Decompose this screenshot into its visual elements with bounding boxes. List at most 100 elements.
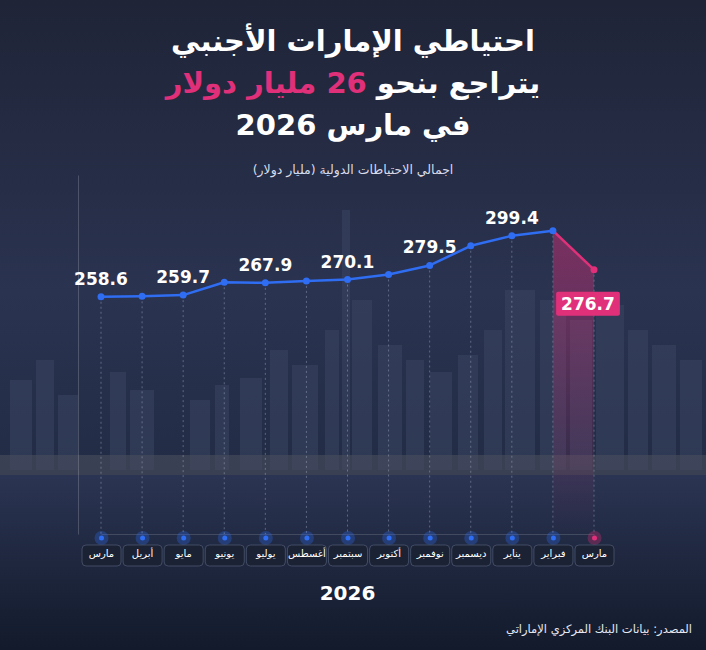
x-tick: أكتوبر [370,531,409,566]
building [342,210,350,470]
tick-dot [99,536,104,541]
highlight-area [553,231,594,534]
building [458,355,478,470]
data-label: 258.6 [74,269,128,289]
drop-line [224,282,225,534]
tick-pill [534,545,573,566]
x-tick: أغسطس [287,531,326,566]
building [596,305,624,470]
tick-dot [263,536,268,541]
x-label: 2026 [320,581,376,605]
tick-pill [452,545,491,566]
tick-pill [164,545,203,566]
source: المصدر: بيانات البنك المركزي الإماراتي [506,622,692,636]
point [467,242,474,249]
drop-line [429,265,430,534]
drop-line [511,236,512,534]
tick-dot [387,536,392,541]
x-tick: يوليو [246,531,285,566]
point [344,276,351,283]
point [262,279,269,286]
tick-dot [510,536,515,541]
drop-line [265,283,266,534]
shore [0,455,706,475]
building [505,290,535,470]
x-tick: أبريل [123,531,162,566]
tick-glow [341,531,355,545]
point [508,232,515,239]
tick-dot [346,536,351,541]
title-part: يتراجع بنحو [367,66,540,100]
x-tick: يناير [493,531,532,566]
y-axis [78,176,79,535]
water [0,475,706,650]
tick-glow [464,531,478,545]
title-part: 26 مليار دولار [166,66,367,100]
x-tick: مارس [82,531,121,566]
x-tick-label: ديسمبر [455,548,486,559]
drop-line [347,280,348,534]
line-segment [101,231,553,297]
x-tick-label: نوفمبر [416,548,444,559]
building [325,330,339,470]
tick-pill [493,545,532,566]
tick-pill [205,545,244,566]
x-tick: نوفمبر [411,531,450,566]
point [98,293,105,300]
x-tick: فبراير [534,531,573,566]
skyline [10,210,702,470]
data-label: 259.7 [156,267,210,287]
point [549,227,556,234]
building [628,330,648,470]
drop-line [470,246,471,534]
data-label-box [556,292,620,316]
background [0,0,706,650]
x-tick-label: أغسطس [288,547,326,559]
drop-line [306,281,307,534]
tick-pill [370,545,409,566]
x-tick-label: أكتوبر [376,547,401,559]
tick-dot [304,536,309,541]
tick-dot [140,536,145,541]
x-tick-label: مايو [174,548,191,559]
x-tick-label: مارس [582,548,607,559]
building [292,365,318,470]
tick-glow [423,531,437,545]
tick-dot [428,536,433,541]
tick-pill [287,545,326,566]
tick-dot [592,536,597,541]
subtitle: اجمالي الاحتياطات الدولية (مليار دولار) [0,162,706,177]
drop-line [101,297,102,534]
building [484,330,502,470]
building [406,360,424,470]
x-tick: مارس [575,531,614,566]
point [426,262,433,269]
tick-glow [300,531,314,545]
data-label: 299.4 [485,208,539,228]
x-tick: سبتمبر [329,531,368,566]
tick-pill [411,545,450,566]
data-label: 267.9 [238,255,292,275]
tick-pill [123,545,162,566]
tick-dot [469,536,474,541]
data-label: 279.5 [403,237,457,257]
point [385,271,392,278]
tick-dot [551,536,556,541]
title-line: في مارس 2026 [0,104,706,146]
tick-glow [505,531,519,545]
x-tick-label: سبتمبر [333,548,363,559]
x-tick-label: أبريل [132,547,154,559]
title-line: يتراجع بنحو 26 مليار دولار [0,62,706,104]
line-segment [553,231,594,270]
building [270,350,288,470]
x-tick-label: فبراير [540,548,566,559]
building [652,345,676,470]
drop-line [142,296,143,534]
building [352,300,372,470]
tick-dot [181,536,186,541]
point [221,279,228,286]
drop-line [183,295,184,534]
title: احتياطي الإمارات الأجنبييتراجع بنحو 26 م… [0,20,706,146]
building [680,360,702,470]
data-label: 270.1 [321,252,375,272]
